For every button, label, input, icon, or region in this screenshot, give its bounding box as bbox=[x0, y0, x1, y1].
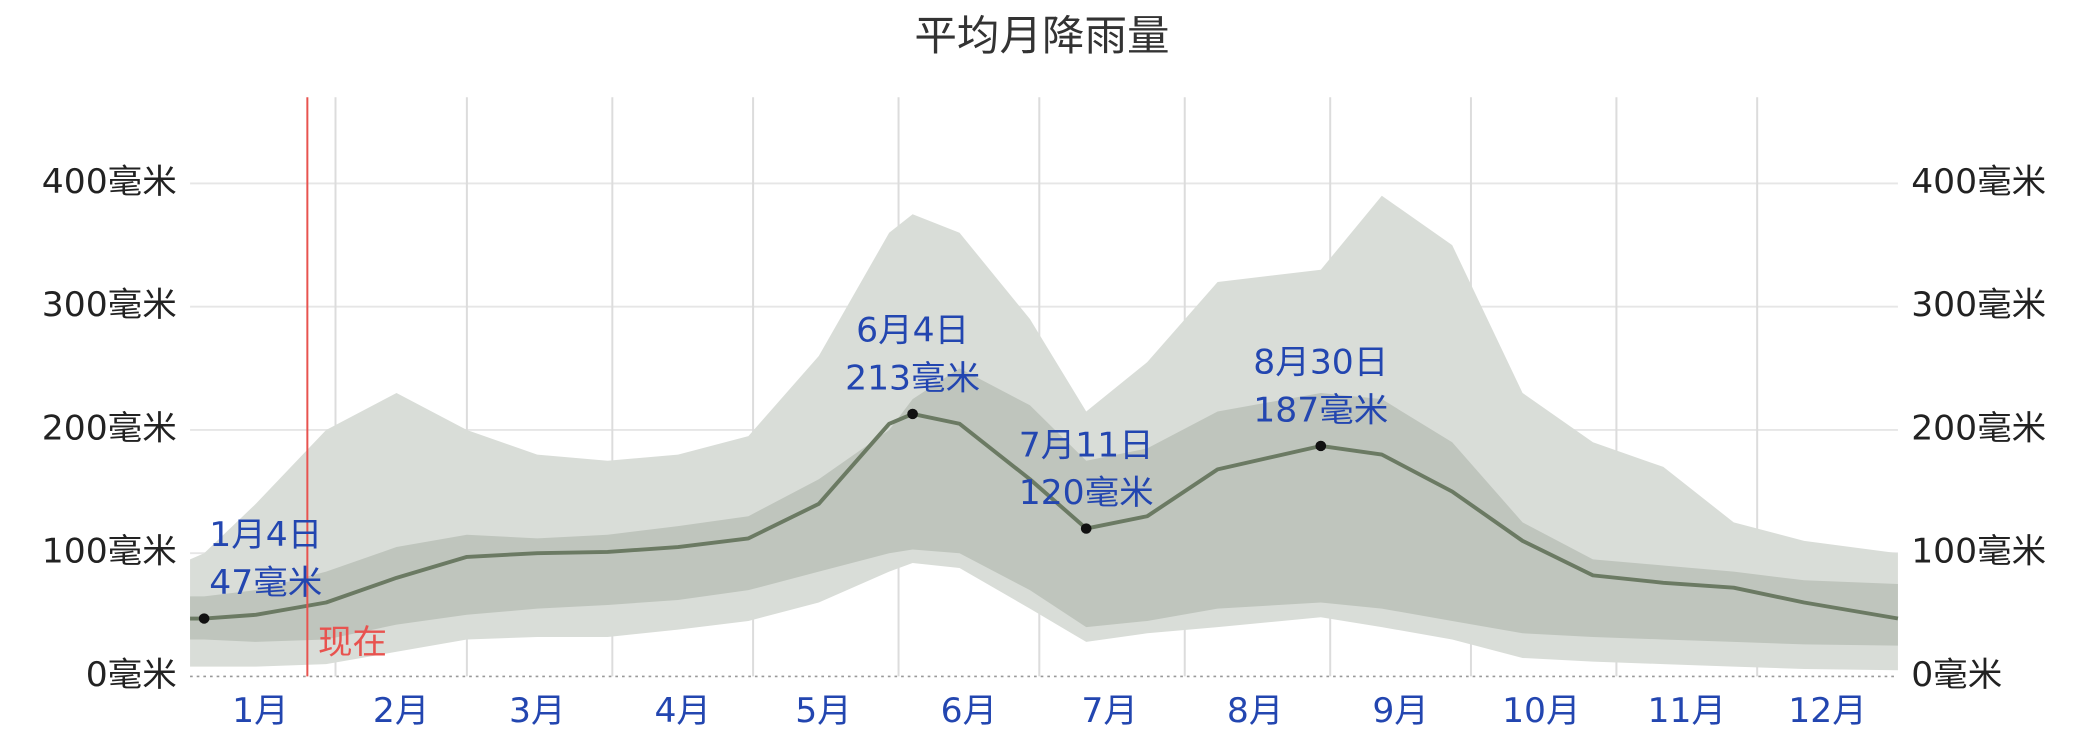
band bbox=[190, 368, 1898, 646]
y-tick-label: 0毫米 bbox=[86, 655, 177, 694]
x-tick-label: 9月 bbox=[1372, 691, 1429, 730]
x-tick-label: 12月 bbox=[1788, 691, 1866, 730]
y-tick-label: 300毫米 bbox=[42, 285, 177, 324]
x-tick-label: 10月 bbox=[1502, 691, 1580, 730]
annotation-point bbox=[907, 408, 918, 420]
y-tick-label: 200毫米 bbox=[42, 409, 177, 448]
y-tick-label: 400毫米 bbox=[42, 162, 177, 201]
chart-title: 平均月降雨量 bbox=[914, 12, 1169, 60]
y2-tick-label: 400毫米 bbox=[1911, 162, 2046, 201]
annotation-value: 213毫米 bbox=[845, 359, 980, 398]
x-tick-label: 1月 bbox=[232, 691, 289, 730]
now-label: 现在 bbox=[318, 623, 387, 662]
annotation-date: 8月30日 bbox=[1253, 343, 1388, 382]
annotation-point bbox=[198, 613, 210, 624]
x-tick-label: 11月 bbox=[1648, 691, 1726, 730]
annotation-value: 187毫米 bbox=[1253, 391, 1388, 430]
x-tick-label: 6月 bbox=[941, 691, 998, 730]
x-tick-label: 5月 bbox=[795, 691, 852, 730]
line bbox=[190, 411, 1899, 621]
x-tick-label: 7月 bbox=[1081, 691, 1138, 730]
annotation-date: 6月4日 bbox=[856, 311, 969, 350]
x-tick-label: 8月 bbox=[1227, 691, 1284, 730]
y2-tick-label: 300毫米 bbox=[1911, 285, 2046, 324]
y2-tick-label: 100毫米 bbox=[1911, 532, 2046, 571]
annotation-date: 7月11日 bbox=[1019, 426, 1154, 465]
annotation-value: 120毫米 bbox=[1019, 474, 1154, 513]
annotation-point bbox=[1315, 440, 1327, 452]
annotation-point bbox=[1080, 523, 1092, 534]
x-tick-label: 2月 bbox=[373, 691, 430, 730]
x-tick-label: 3月 bbox=[509, 691, 566, 730]
y2-tick-label: 200毫米 bbox=[1911, 409, 2046, 448]
annotation-date: 1月4日 bbox=[209, 516, 322, 555]
annotation-value: 47毫米 bbox=[209, 564, 322, 603]
y-tick-label: 100毫米 bbox=[42, 532, 177, 571]
x-tick-label: 4月 bbox=[654, 691, 711, 730]
y2-tick-label: 0毫米 bbox=[1911, 655, 2002, 694]
